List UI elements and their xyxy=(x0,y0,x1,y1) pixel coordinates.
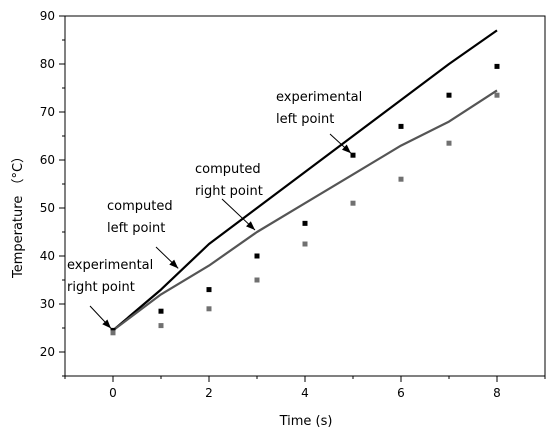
x-axis-title: Time (s) xyxy=(279,414,333,429)
y-tick-label: 40 xyxy=(40,249,55,263)
scatter-point xyxy=(206,306,212,312)
y-tick-label: 50 xyxy=(40,201,55,215)
y-axis-title: Temperature （°C） xyxy=(11,150,26,279)
annotation-arrowhead xyxy=(341,144,351,154)
annotation-label: left point xyxy=(107,221,165,236)
annotation-label: computed xyxy=(107,199,173,214)
y-tick-label: 30 xyxy=(40,297,55,311)
annotation-label: right point xyxy=(67,280,135,295)
scatter-point xyxy=(350,200,356,206)
y-tick-label: 20 xyxy=(40,345,55,359)
annotation-label: experimental xyxy=(67,258,153,273)
x-tick-label: 4 xyxy=(301,386,309,400)
scatter-point xyxy=(398,123,404,129)
annotations: experimental left point computed right poin… xyxy=(67,90,362,329)
annotation-label: right point xyxy=(195,184,263,199)
scatter-point xyxy=(446,140,452,146)
scatter-point xyxy=(398,176,404,182)
series-line-1 xyxy=(112,29,498,332)
x-tick-label: 8 xyxy=(493,386,501,400)
annotation-label: left point xyxy=(276,112,334,127)
y-tick-label: 80 xyxy=(40,57,55,71)
scatter-point xyxy=(494,63,500,69)
scatter-point xyxy=(254,253,260,259)
axes: 0 2 4 6 8 20 30 40 50 60 70 80 90 xyxy=(40,9,546,400)
annotation-label: computed xyxy=(195,162,261,177)
scatter-point xyxy=(446,92,452,98)
annotation-arrowhead xyxy=(246,221,255,230)
annotation-label: experimental xyxy=(276,90,362,105)
scatter-point xyxy=(302,220,308,226)
series-layer xyxy=(110,29,500,336)
annotation-arrowhead xyxy=(102,319,111,329)
x-tick-label: 6 xyxy=(397,386,405,400)
scatter-point xyxy=(158,308,164,314)
x-tick-label: 2 xyxy=(205,386,213,400)
x-tick-label: 0 xyxy=(109,386,117,400)
y-tick-label: 90 xyxy=(40,9,55,23)
plot-frame xyxy=(64,15,546,377)
scatter-point xyxy=(158,323,164,329)
scatter-point xyxy=(254,277,260,283)
scatter-point xyxy=(494,92,500,98)
annotation-arrowhead xyxy=(169,259,179,269)
y-tick-label: 60 xyxy=(40,153,55,167)
scatter-point xyxy=(302,241,308,247)
scatter-point xyxy=(206,287,212,293)
scatter-point xyxy=(110,330,116,336)
y-tick-label: 70 xyxy=(40,105,55,119)
series-line-2 xyxy=(112,89,498,332)
scatter-point xyxy=(350,152,356,158)
